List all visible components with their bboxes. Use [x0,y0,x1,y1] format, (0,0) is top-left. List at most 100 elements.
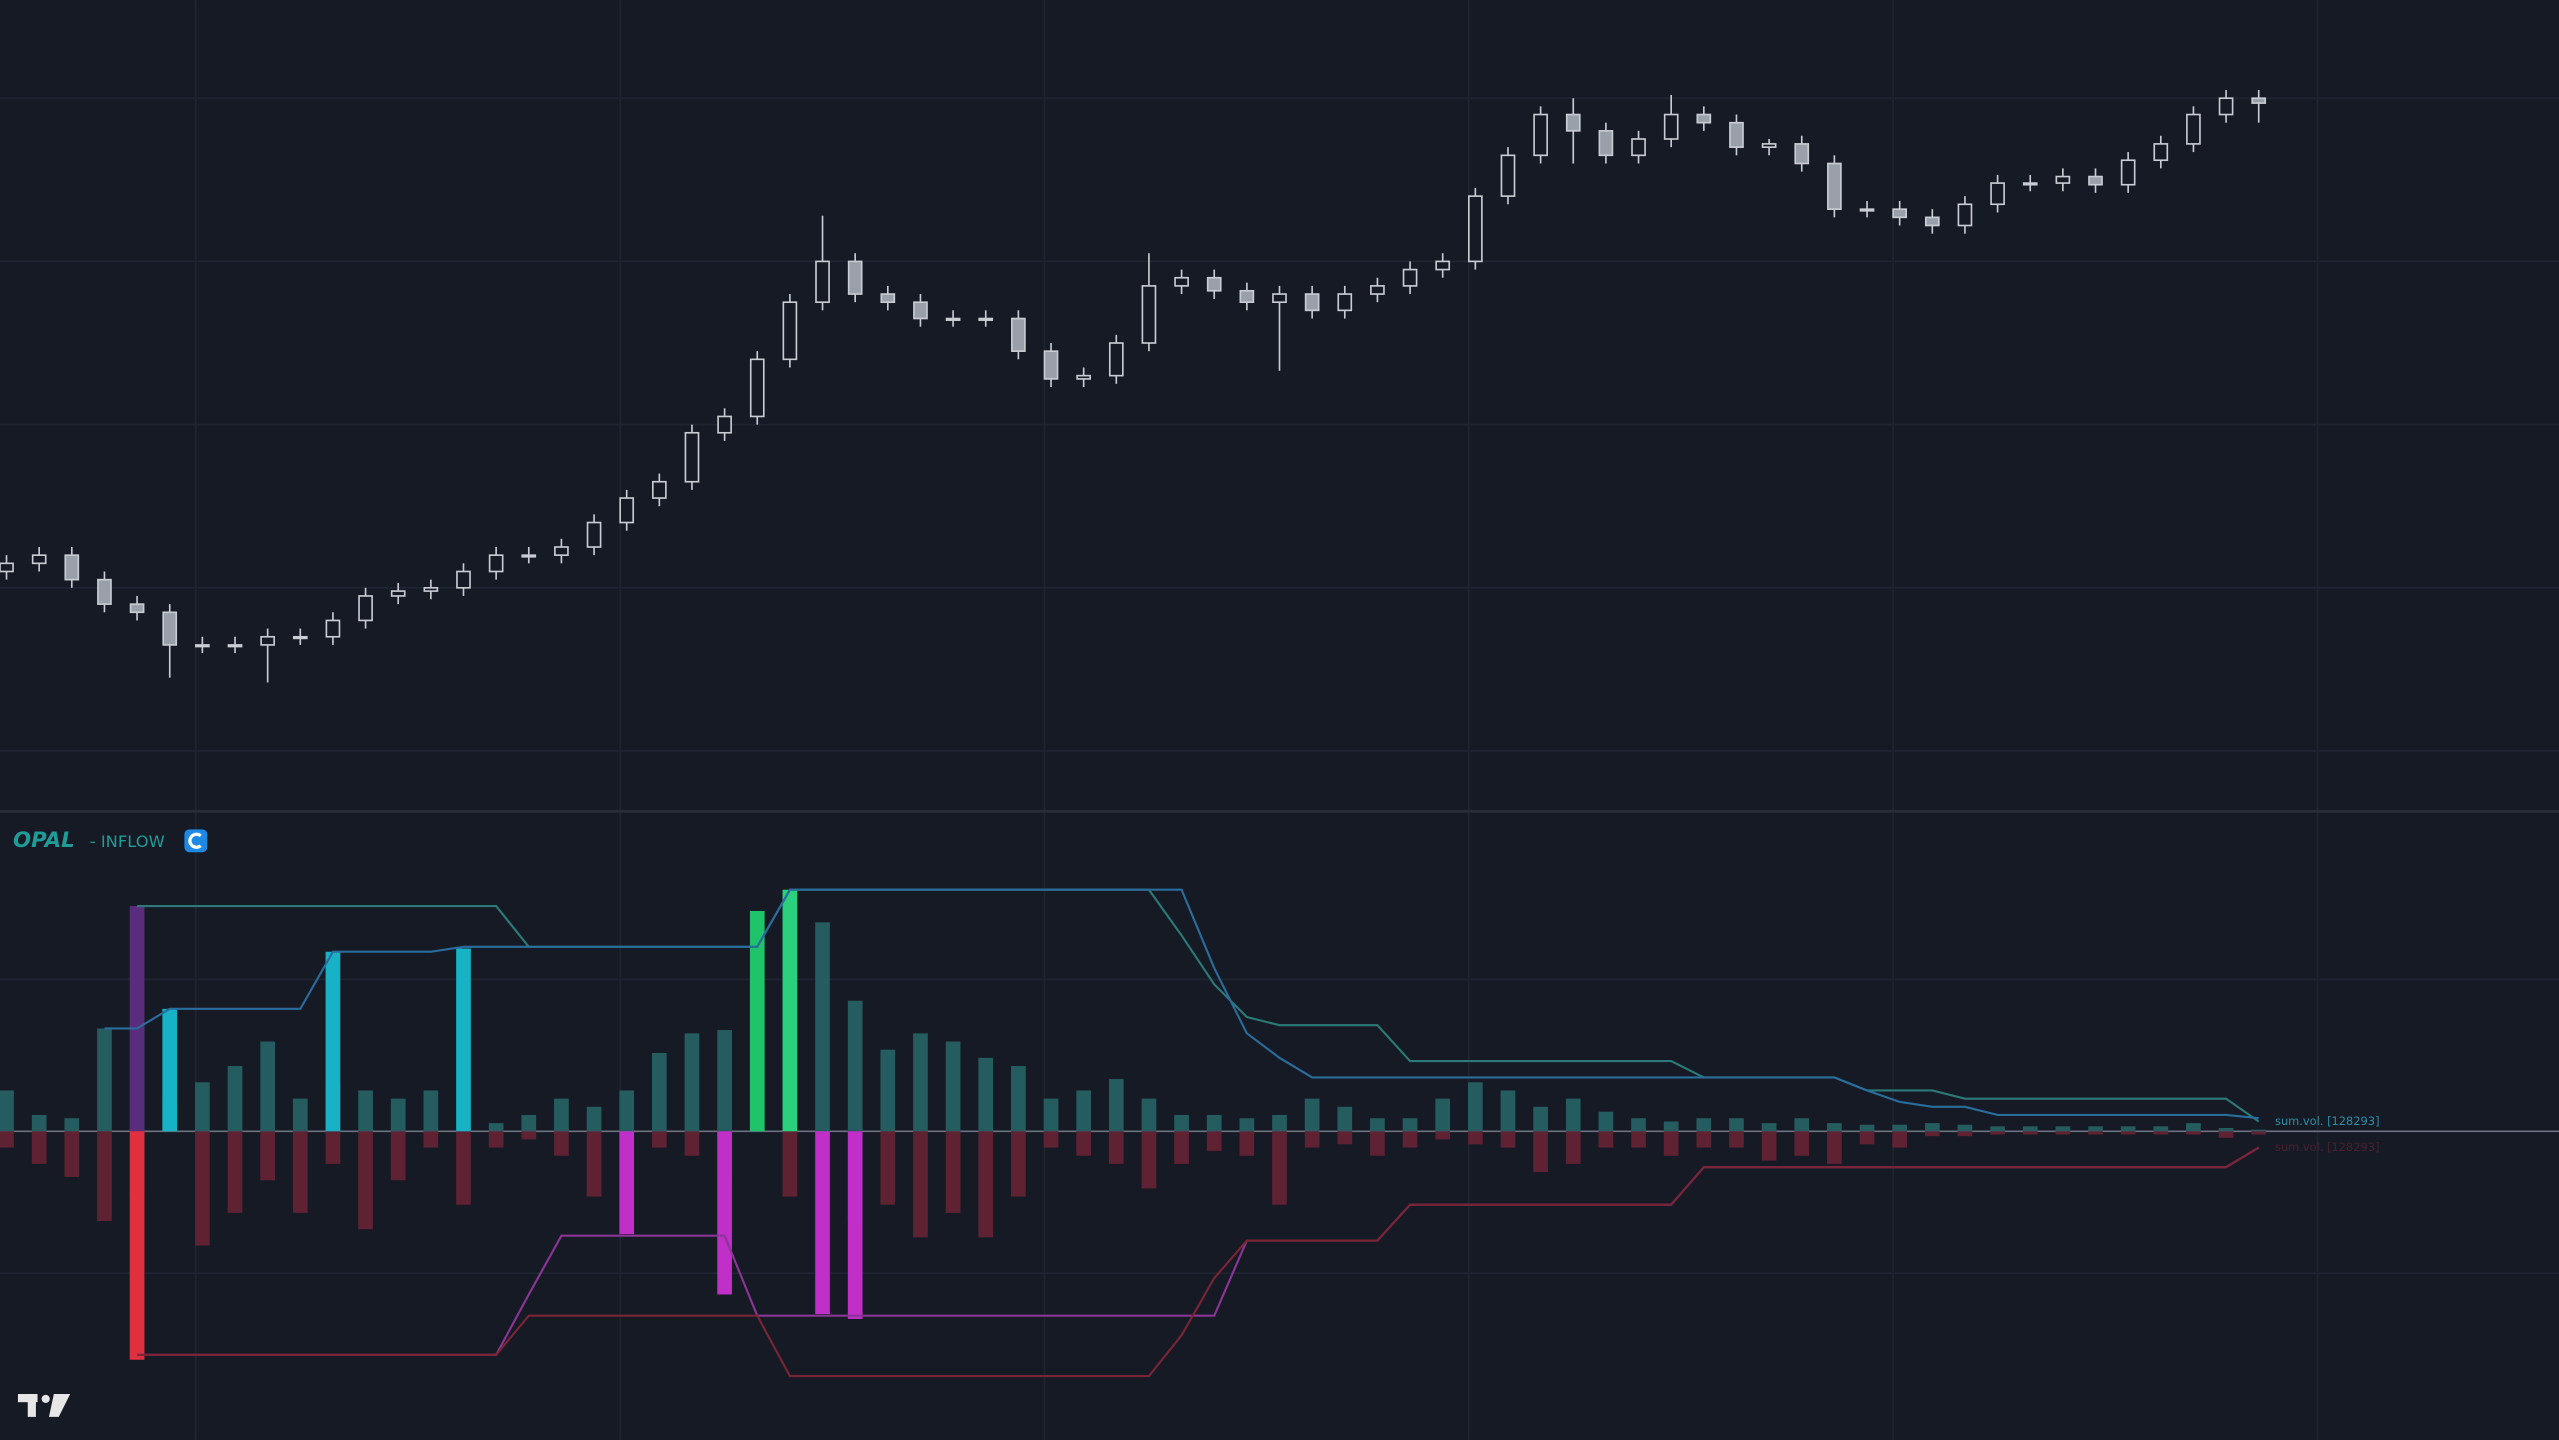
candle-body [717,415,732,434]
volume-bar [2153,1126,2169,1132]
candle-body [195,644,210,648]
candle-body [162,611,178,646]
volume-bar [64,1131,80,1177]
candle-body [749,358,765,418]
candle-body [423,586,439,592]
signal-bar [782,889,798,1132]
volume-bar [358,1090,373,1132]
volume-bar [1500,1131,1516,1148]
candle-body [0,562,14,573]
volume-bar [2251,1131,2267,1135]
candle-body [64,554,80,581]
volume-bar [1337,1106,1353,1132]
volume-bar [1892,1124,1908,1132]
candle-body [782,301,798,361]
volume-bar [390,1131,406,1181]
candle-body [945,317,961,321]
volume-bar [1827,1123,1842,1132]
candle-body [1174,276,1189,287]
volume-bar [978,1057,994,1132]
volume-bar [0,1090,14,1132]
candle-body [31,554,47,565]
candle-body [1239,289,1255,304]
volume-bar [554,1131,569,1156]
volume-bar [1794,1131,1810,1156]
volume-bar [1076,1090,1092,1132]
volume-bar [195,1082,210,1132]
volume-bar [1239,1131,1255,1156]
volume-bar [880,1049,896,1132]
volume-bar [1370,1131,1385,1156]
volume-bar [1435,1131,1451,1140]
volume-bar [2218,1131,2234,1138]
volume-bar [1794,1118,1810,1132]
volume-bar [1108,1131,1124,1164]
candle-body [1990,182,2005,206]
volume-bar [684,1033,700,1132]
candle-body [1337,293,1353,312]
volume-bar [1859,1124,1875,1132]
candle-body [1827,162,1842,210]
candle-body [227,644,243,648]
volume-bar [456,1131,471,1205]
volume-bar [1467,1131,1483,1145]
volume-bar [880,1131,896,1205]
volume-bar [586,1106,602,1132]
volume-bar [423,1090,439,1132]
volume-bar [0,1131,14,1148]
candle-body [2153,143,2169,162]
volume-bar [2186,1123,2201,1132]
volume-bar [358,1131,373,1230]
candle-body [488,554,504,573]
volume-bar [2022,1126,2038,1132]
candle-body [456,570,471,589]
volume-bar [1565,1098,1581,1132]
volume-bar [2153,1131,2169,1135]
candle-body [1957,203,1973,227]
volume-bar [1631,1131,1646,1148]
candle-body [2022,182,2038,186]
volume-bar [1206,1131,1222,1151]
candle-body [586,521,602,548]
volume-bar [227,1065,243,1132]
candle-body [619,497,635,524]
volume-bar [1174,1131,1189,1164]
candle-body [358,595,373,622]
volume-bar [1663,1131,1679,1156]
volume-bar [913,1131,928,1238]
volume-bar [2120,1131,2136,1135]
candle-body [1304,293,1320,312]
candle-body [1370,285,1385,295]
volume-bar [1011,1065,1026,1132]
volume-bar [1076,1131,1092,1156]
candle-body [1500,154,1516,197]
signal-bar [129,1131,145,1360]
envelope-line [104,888,2259,1120]
candle-body [1696,113,1712,124]
candle-body [390,590,406,597]
volume-bar [1859,1131,1875,1145]
signal-bar [619,1131,635,1235]
volume-bar [1533,1106,1548,1132]
volume-bar [260,1131,275,1181]
signal-bar [815,1131,830,1315]
volume-bar [2218,1128,2234,1132]
volume-bar [521,1114,537,1132]
volume-bar [390,1098,406,1132]
volume-bar [423,1131,439,1148]
candle-body [684,431,700,483]
signal-bar [456,948,471,1132]
signal-bar [325,951,341,1132]
volume-bar [554,1098,569,1132]
candle-body [325,619,341,638]
candle-body [292,635,308,640]
volume-bar [1272,1131,1287,1205]
candle-body [1141,285,1157,344]
signal-bar [162,1008,178,1132]
candle-body [1272,293,1287,304]
volume-bar [1761,1123,1777,1132]
indicator-icon [184,829,208,853]
